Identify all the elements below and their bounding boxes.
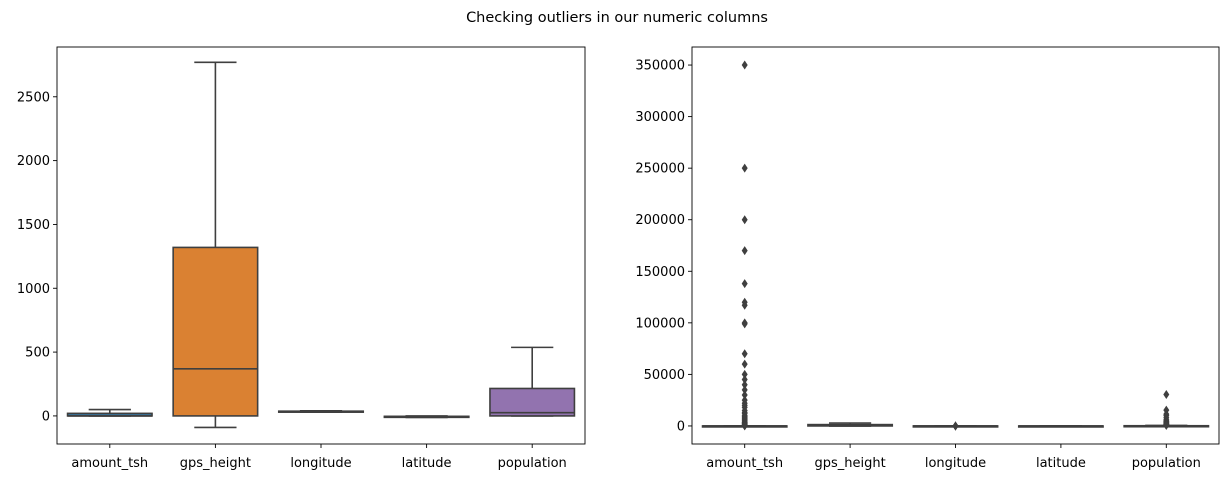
ax0-frame bbox=[56, 46, 586, 445]
ax0-box-longitude bbox=[277, 409, 365, 413]
figure-title: Checking outliers in our numeric columns bbox=[466, 10, 768, 26]
outlier-marker bbox=[741, 279, 748, 289]
outlier-marker bbox=[741, 375, 748, 385]
outlier-marker bbox=[741, 163, 748, 173]
ax1-ytick-label: 250000 bbox=[635, 162, 685, 177]
outlier-marker bbox=[741, 369, 748, 379]
ax0-xtick-label-gps_height: gps_height bbox=[180, 456, 251, 471]
ax0-box-amount_tsh bbox=[66, 408, 153, 417]
ax1-ytick-label: 200000 bbox=[635, 213, 685, 228]
outlier-marker bbox=[741, 349, 748, 359]
ax0-box-gps_height bbox=[172, 61, 259, 429]
outlier-marker bbox=[741, 385, 748, 395]
ax1-ytick-label: 150000 bbox=[635, 265, 685, 280]
outlier-marker bbox=[1163, 390, 1170, 400]
ax0-ytick-label: 500 bbox=[25, 346, 50, 361]
ax1-xtick-label-amount_tsh: amount_tsh bbox=[706, 456, 783, 471]
outlier-marker bbox=[741, 380, 748, 390]
outlier-marker bbox=[741, 319, 748, 329]
ax1-xtick-label-latitude: latitude bbox=[1036, 456, 1086, 471]
ax0-box-latitude bbox=[383, 415, 470, 419]
ax1-ytick-label: 350000 bbox=[635, 59, 685, 74]
ax1-xtick-label-longitude: longitude bbox=[925, 456, 986, 471]
ax0-box-population bbox=[489, 346, 576, 417]
outlier-marker bbox=[1163, 420, 1170, 430]
outlier-marker bbox=[741, 246, 748, 256]
outlier-marker bbox=[741, 300, 748, 310]
ax1-ytick-label: 0 bbox=[677, 419, 685, 434]
ax0-xtick-label-longitude: longitude bbox=[290, 456, 351, 471]
outlier-marker bbox=[741, 359, 748, 369]
ax0-ytick-label: 0 bbox=[42, 409, 50, 424]
outlier-marker bbox=[741, 390, 748, 400]
ax1-ytick-label: 100000 bbox=[635, 316, 685, 331]
ax1-xtick-label-gps_height: gps_height bbox=[814, 456, 885, 471]
ax1-box-amount_tsh bbox=[701, 60, 788, 431]
ax1-box-latitude bbox=[1017, 425, 1104, 428]
ax1-frame bbox=[691, 46, 1220, 445]
ax0-ytick-label: 1500 bbox=[17, 218, 50, 233]
ax1-box-gps_height bbox=[807, 422, 894, 427]
ax1-box-population bbox=[1123, 390, 1210, 430]
ax0-ytick-label: 1000 bbox=[17, 282, 50, 297]
left-boxplot: 0 500 1000 1500 2000 2500 amount_tsh gps_height… bbox=[17, 46, 586, 471]
ax1-ytick-label: 300000 bbox=[635, 110, 685, 125]
outlier-marker bbox=[741, 60, 748, 70]
outlier-marker bbox=[741, 421, 748, 431]
box-iqr bbox=[489, 387, 576, 417]
ax1-ytick-label: 50000 bbox=[644, 368, 685, 383]
ax0-xtick-label-amount_tsh: amount_tsh bbox=[71, 456, 148, 471]
ax1-xtick-label-population: population bbox=[1132, 456, 1201, 471]
ax0-ytick-label: 2500 bbox=[17, 90, 50, 105]
ax0-xtick-label-latitude: latitude bbox=[402, 456, 452, 471]
outlier-marker bbox=[952, 421, 959, 431]
ax0-xtick-label-population: population bbox=[498, 456, 567, 471]
ax1-box-longitude bbox=[912, 421, 999, 431]
right-boxplot: 0 50000 100000 150000 200000 250000 300000 3500… bbox=[635, 46, 1220, 471]
outlier-marker bbox=[741, 215, 748, 225]
ax0-ytick-label: 2000 bbox=[17, 154, 50, 169]
box-iqr bbox=[172, 246, 259, 417]
